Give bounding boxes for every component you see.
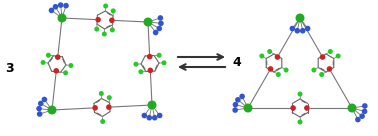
Circle shape: [296, 13, 305, 22]
Circle shape: [55, 54, 60, 60]
Circle shape: [327, 66, 332, 72]
Circle shape: [58, 2, 64, 8]
Text: 4: 4: [232, 55, 241, 69]
Circle shape: [147, 68, 153, 73]
Circle shape: [40, 60, 46, 65]
Circle shape: [92, 105, 98, 111]
Circle shape: [304, 105, 310, 111]
Circle shape: [111, 8, 116, 13]
Circle shape: [290, 26, 295, 31]
Circle shape: [305, 26, 310, 31]
Circle shape: [276, 72, 281, 77]
Circle shape: [156, 26, 162, 31]
Circle shape: [37, 111, 42, 117]
Circle shape: [297, 92, 302, 97]
Circle shape: [38, 101, 43, 106]
Circle shape: [235, 97, 241, 103]
Circle shape: [158, 21, 164, 26]
Circle shape: [106, 104, 112, 110]
Circle shape: [147, 54, 152, 59]
Circle shape: [362, 103, 368, 109]
Circle shape: [290, 105, 296, 111]
Circle shape: [95, 17, 101, 22]
Circle shape: [63, 3, 69, 8]
Circle shape: [42, 97, 47, 102]
Circle shape: [110, 27, 115, 32]
Circle shape: [138, 69, 143, 74]
Circle shape: [243, 103, 253, 112]
Circle shape: [355, 117, 361, 122]
Circle shape: [284, 67, 289, 72]
Circle shape: [53, 4, 58, 10]
Circle shape: [259, 53, 264, 58]
Circle shape: [57, 13, 67, 22]
Circle shape: [156, 53, 162, 58]
Circle shape: [359, 113, 365, 119]
Circle shape: [157, 113, 163, 118]
Circle shape: [99, 91, 104, 96]
Circle shape: [147, 115, 152, 120]
Circle shape: [53, 68, 59, 74]
Circle shape: [294, 28, 300, 33]
Circle shape: [141, 113, 147, 118]
Circle shape: [267, 49, 272, 54]
Circle shape: [328, 49, 333, 54]
Circle shape: [49, 8, 54, 13]
Circle shape: [232, 102, 238, 107]
Circle shape: [133, 62, 138, 67]
Circle shape: [152, 115, 158, 120]
Text: 3: 3: [5, 61, 14, 75]
Circle shape: [300, 28, 305, 33]
Circle shape: [102, 32, 107, 36]
Circle shape: [153, 30, 158, 35]
Circle shape: [107, 95, 112, 100]
Circle shape: [161, 60, 166, 65]
Circle shape: [347, 103, 356, 112]
Circle shape: [147, 101, 156, 109]
Circle shape: [311, 67, 316, 72]
Circle shape: [109, 18, 115, 23]
Circle shape: [100, 119, 105, 124]
Circle shape: [68, 63, 73, 68]
Circle shape: [320, 54, 325, 60]
Circle shape: [319, 72, 324, 77]
Circle shape: [48, 106, 56, 115]
Circle shape: [268, 66, 273, 72]
Circle shape: [46, 53, 51, 58]
Circle shape: [336, 53, 341, 58]
Circle shape: [103, 4, 108, 9]
Circle shape: [239, 94, 245, 99]
Circle shape: [144, 18, 152, 27]
Circle shape: [275, 54, 280, 60]
Circle shape: [94, 27, 99, 32]
Circle shape: [158, 15, 163, 21]
Circle shape: [36, 106, 42, 111]
Circle shape: [63, 70, 68, 75]
Circle shape: [362, 109, 367, 114]
Circle shape: [297, 120, 302, 124]
Circle shape: [232, 107, 238, 113]
